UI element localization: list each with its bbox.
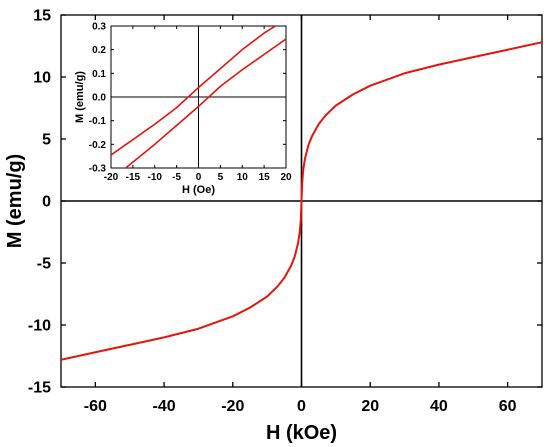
y-tick-label: -5 — [37, 256, 51, 273]
x-tick-label: -5 — [172, 172, 181, 183]
y-axis-title: M (emu/g) — [4, 154, 26, 248]
data-series-line — [111, 26, 277, 156]
data-series-line — [61, 41, 542, 361]
y-axis-title: M (emu/g) — [74, 71, 86, 123]
x-axis-title: H (Oe) — [182, 184, 215, 196]
x-tick-label: 40 — [430, 398, 448, 415]
inset-plot: -20 -15 -10 -5 0 5 10 15 20 -0.3 -0.2 -0.1 0.0 0.1 0.2… — [74, 22, 292, 197]
y-tick-label: 0.2 — [92, 45, 106, 56]
y-tick-label: -0.3 — [89, 164, 107, 175]
y-tick-label: 10 — [33, 70, 51, 87]
x-tick-label: 20 — [361, 398, 379, 415]
x-tick-label: 60 — [499, 398, 517, 415]
x-tick-label: 5 — [218, 172, 224, 183]
x-tick-label: 15 — [259, 172, 271, 183]
x-tick-label: -40 — [153, 398, 176, 415]
x-tick-label: 10 — [237, 172, 249, 183]
y-tick-label: 0.1 — [92, 69, 106, 80]
y-tick-label: -15 — [28, 380, 51, 397]
data-series-line — [124, 38, 286, 168]
x-tick-label: -15 — [126, 172, 141, 183]
y-tick-label: 15 — [33, 8, 51, 25]
y-tick-label: -0.1 — [89, 116, 107, 127]
x-tick-label: -60 — [84, 398, 107, 415]
y-tick-label: 0.0 — [92, 93, 106, 104]
y-tick-label: 0 — [42, 194, 51, 211]
x-tick-label: -20 — [221, 398, 244, 415]
x-tick-label: 0 — [196, 172, 202, 183]
x-axis-title: H (kOe) — [266, 422, 337, 444]
x-tick-label: 20 — [280, 172, 292, 183]
x-tick-label: 0 — [297, 398, 306, 415]
x-tick-label: -20 — [104, 172, 119, 183]
y-tick-label: 5 — [42, 132, 51, 149]
x-tick-label: -10 — [148, 172, 163, 183]
y-tick-label: -10 — [28, 318, 51, 335]
y-tick-label: 0.3 — [92, 22, 106, 33]
y-tick-label: -0.2 — [89, 140, 107, 151]
